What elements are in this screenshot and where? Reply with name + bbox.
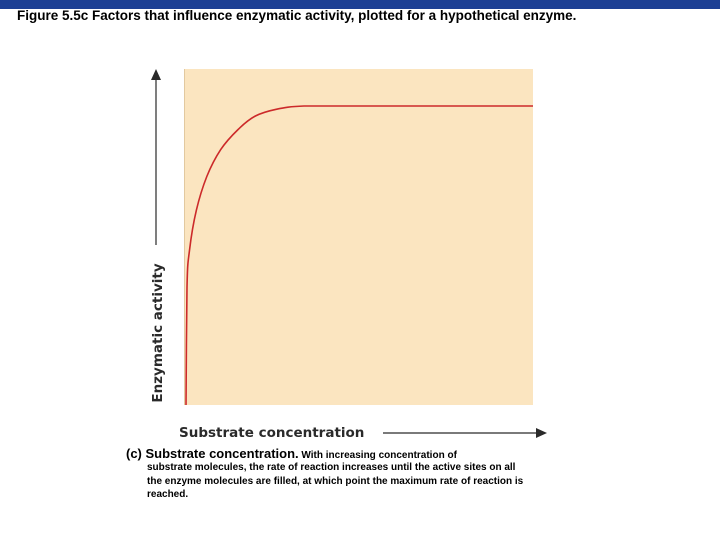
caption-body: substrate molecules, the rate of reactio… <box>147 462 524 500</box>
figure-title: Figure 5.5c Factors that influence enzym… <box>17 8 577 23</box>
y-axis-label: Enzymatic activity <box>150 263 166 403</box>
top-accent-bar <box>0 0 720 9</box>
caption-label: (c) Substrate concentration. <box>126 446 299 461</box>
x-axis-arrowhead <box>536 428 547 438</box>
y-axis-arrowhead <box>151 69 161 80</box>
caption-heading-line: (c) Substrate concentration. With increa… <box>126 446 546 461</box>
figure-caption: (c) Substrate concentration. With increa… <box>126 446 546 502</box>
x-axis-label: Substrate concentration <box>179 425 364 441</box>
plot-background <box>184 69 533 405</box>
caption-lead: With increasing concentration of <box>298 450 457 461</box>
series-line <box>185 105 533 406</box>
